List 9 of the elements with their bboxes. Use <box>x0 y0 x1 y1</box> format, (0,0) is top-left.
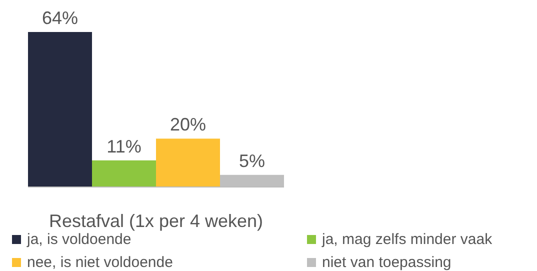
legend-label: ja, mag zelfs minder vaak <box>322 231 492 248</box>
data-label: 11% <box>106 136 142 156</box>
data-label: 20% <box>170 114 206 135</box>
legend-label: nee, is niet voldoende <box>27 254 173 271</box>
legend-label: niet van toepassing <box>322 254 452 271</box>
data-label: 5% <box>238 150 266 171</box>
data-label: 64% <box>42 8 78 28</box>
legend-label: ja, is voldoende <box>27 231 132 248</box>
x-axis-title: Restafval (1x per 4 weken) <box>48 211 264 231</box>
